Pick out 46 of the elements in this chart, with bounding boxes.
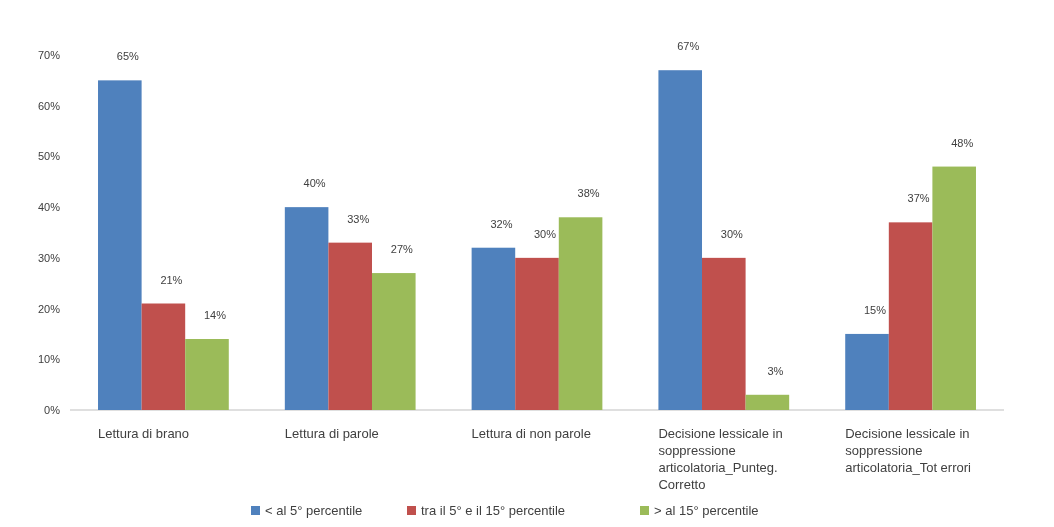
data-label: 33% (347, 212, 370, 225)
data-label: 30% (533, 227, 557, 240)
x-tick-label: Decisione lessicale in soppressione articolatoria_Punteg. Corretto (658, 426, 783, 492)
bar (888, 222, 933, 410)
x-tick-label: Lettura di parole (284, 426, 379, 441)
data-label: 3% (767, 364, 784, 377)
x-tick-label: Lettura di non parole (471, 426, 591, 441)
y-tick-label: 40% (37, 201, 61, 214)
bar (471, 247, 516, 410)
y-tick-label: 0% (44, 404, 61, 416)
legend-label: tra il 5° e il 15° percentile (421, 503, 566, 518)
data-label: 40% (303, 177, 326, 190)
y-tick-label: 60% (37, 99, 61, 112)
bar (558, 217, 603, 410)
data-label: 65% (116, 50, 140, 63)
data-label: 37% (907, 192, 930, 205)
legend-label: > al 15° percentile (654, 503, 759, 518)
y-tick-label: 70% (37, 49, 61, 61)
bar (185, 339, 229, 410)
bar (745, 394, 790, 410)
data-label: 27% (390, 243, 414, 256)
x-tick-label: Decisione lessicale in soppressione articolatoria_Tot errori (845, 426, 972, 475)
bar (702, 257, 746, 410)
data-label: 48% (951, 136, 974, 149)
bar (98, 80, 142, 410)
y-tick-label: 20% (37, 302, 61, 315)
y-tick-label: 50% (37, 150, 61, 163)
bar (658, 70, 703, 410)
data-label: 21% (160, 273, 183, 286)
data-label: 15% (864, 303, 887, 316)
x-tick-label: Lettura di brano (98, 426, 190, 441)
legend-label: < al 5° percentile (265, 503, 363, 518)
data-label: 14% (203, 309, 227, 321)
data-label: 32% (490, 217, 513, 230)
bar (284, 207, 329, 410)
bar (932, 166, 976, 410)
data-label: 38% (577, 187, 600, 200)
bar (141, 303, 186, 410)
bar (371, 273, 416, 410)
data-label: 67% (677, 40, 700, 53)
bar (515, 257, 559, 410)
y-tick-label: 30% (37, 251, 61, 264)
y-tick-label: 10% (37, 353, 61, 366)
data-label: 30% (720, 227, 744, 240)
bar (845, 333, 889, 410)
bar (328, 242, 372, 410)
